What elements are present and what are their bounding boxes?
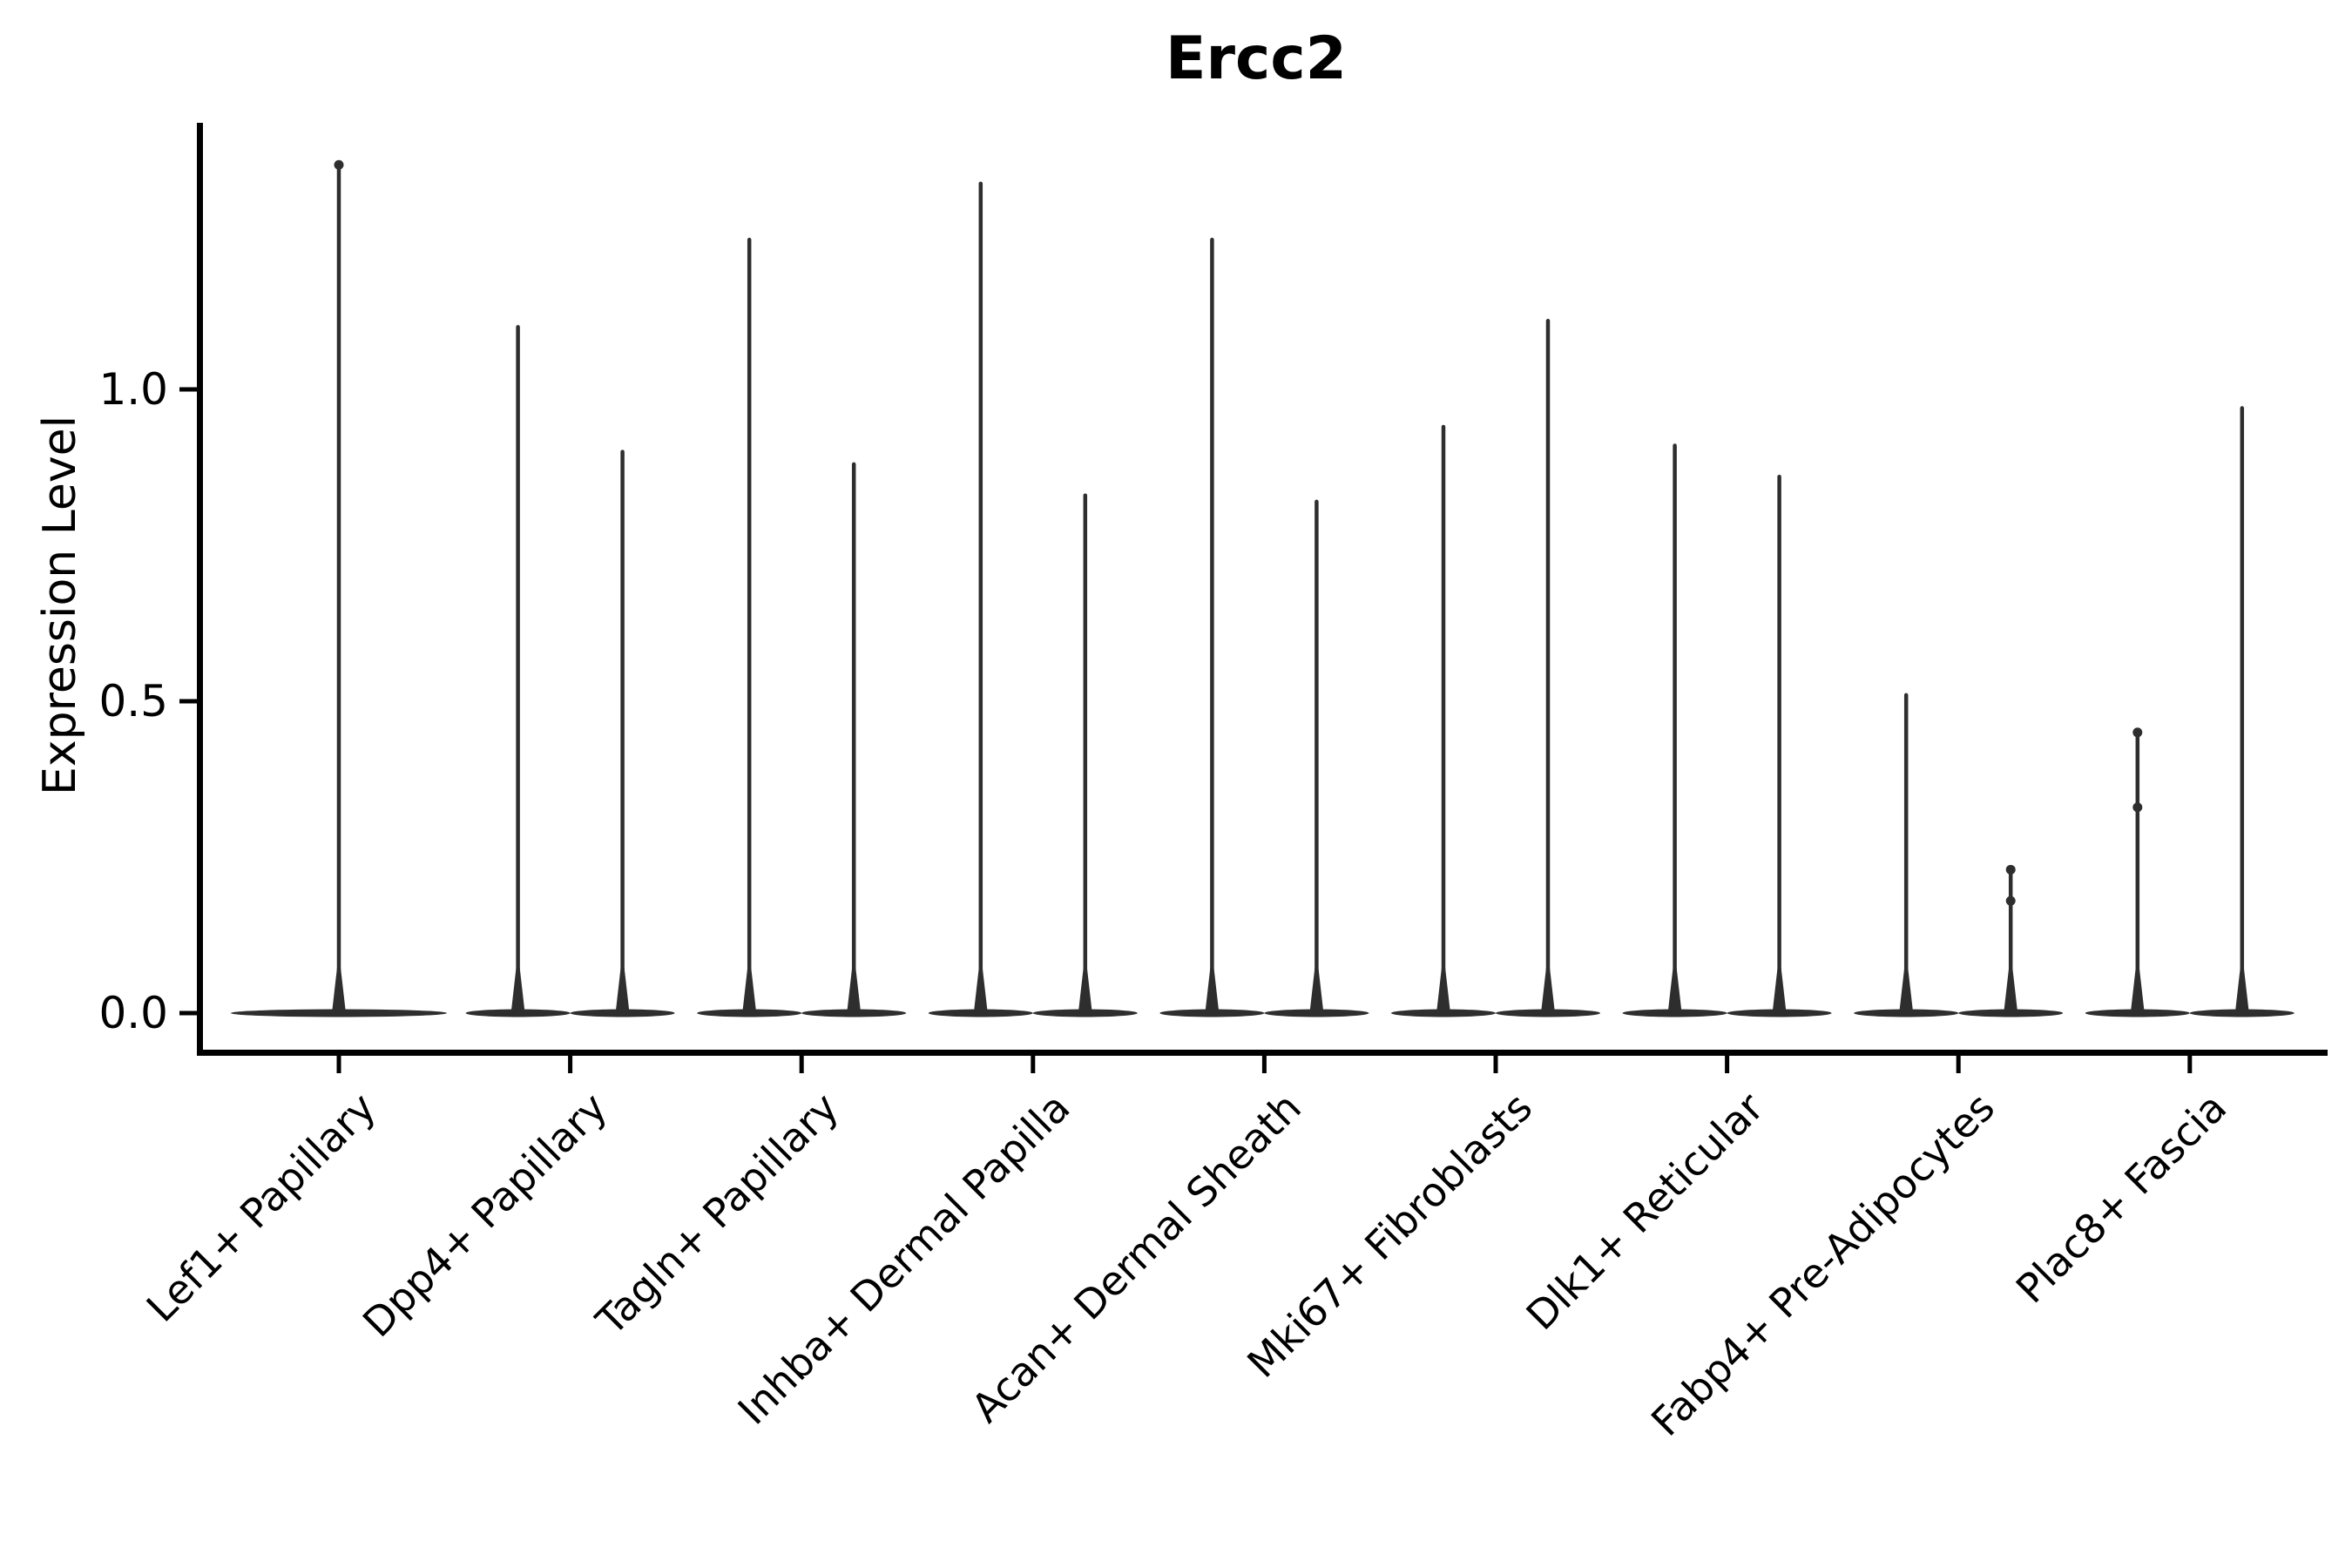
x-tick [799,1056,804,1073]
violin-body [1159,1009,1265,1017]
x-tick [336,1056,341,1073]
violin-body [1854,1009,1959,1017]
y-tick [179,387,197,392]
x-axis-spine [197,1050,2328,1056]
x-tick [2187,1056,2193,1073]
x-tick [1493,1056,1498,1073]
cell-point [2005,864,2016,875]
y-axis-spine [197,123,203,1056]
cell-point [2005,896,2016,906]
x-tick [1725,1056,1730,1073]
y-tick [179,699,197,704]
y-tick [179,1010,197,1016]
violin-body [1391,1009,1496,1017]
violin-body [1496,1009,1600,1017]
x-tick [1956,1056,1961,1073]
chart-title: Ercc2 [1166,24,1347,93]
violin-body [801,1009,907,1017]
x-tick [568,1056,573,1073]
violin-body [928,1009,1033,1017]
x-tick [1031,1056,1036,1073]
cell-point [334,159,344,170]
y-tick-label: 0.0 [98,988,168,1038]
violin-body [1958,1009,2064,1017]
violin-body [465,1009,571,1017]
violin-body [570,1009,675,1017]
violin-body [1032,1009,1138,1017]
violin-body [2189,1009,2295,1017]
y-tick-label: 0.5 [98,676,168,727]
violin-body [231,1009,447,1017]
violin-body [697,1009,802,1017]
cell-point [2132,727,2143,738]
y-tick-label: 1.0 [98,364,168,415]
cell-point [2132,802,2143,813]
violin-body [1264,1009,1369,1017]
x-tick [1261,1056,1267,1073]
violin-body [1727,1009,1832,1017]
violin-body [1622,1009,1727,1017]
violin-body [2085,1009,2190,1017]
